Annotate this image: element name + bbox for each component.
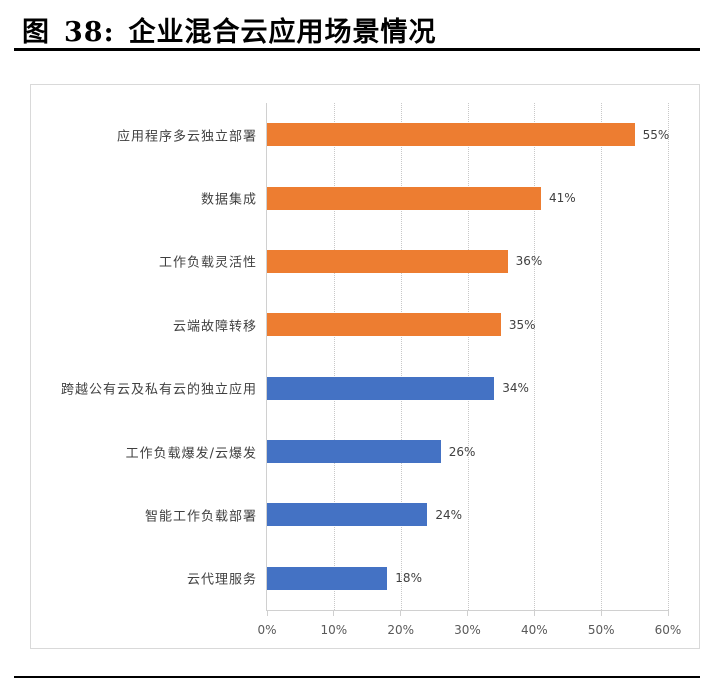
value-label: 34% bbox=[502, 381, 529, 396]
chart-frame bbox=[30, 84, 700, 649]
figure-caption: 企业混合云应用场景情况 bbox=[128, 17, 437, 48]
category-label: 工作负载爆发/云爆发 bbox=[125, 446, 257, 462]
category-label: 云代理服务 bbox=[186, 572, 257, 588]
bar bbox=[267, 313, 501, 337]
category-label: 应用程序多云独立部署 bbox=[116, 129, 257, 145]
category-label: 智能工作负载部署 bbox=[144, 509, 257, 525]
x-tick bbox=[600, 610, 602, 616]
figure-title: 图 38: 企业混合云应用场景情况 bbox=[22, 10, 437, 49]
gridline bbox=[400, 103, 402, 610]
value-label: 36% bbox=[515, 254, 543, 269]
bar bbox=[267, 123, 635, 147]
bottom-rule bbox=[14, 676, 700, 678]
x-axis-line bbox=[266, 610, 669, 611]
category-label: 云端故障转移 bbox=[172, 319, 257, 335]
bar bbox=[267, 249, 508, 273]
figure-label: 图 bbox=[22, 17, 50, 48]
x-tick-label: 60% bbox=[654, 623, 682, 637]
x-tick bbox=[266, 610, 268, 616]
category-label: 工作负载灵活性 bbox=[158, 255, 257, 271]
bar bbox=[267, 186, 542, 210]
gridline bbox=[467, 103, 469, 610]
gridline bbox=[534, 103, 536, 610]
bar bbox=[267, 376, 495, 400]
value-label: 41% bbox=[549, 191, 576, 206]
value-label: 24% bbox=[435, 507, 463, 522]
x-tick-label: 0% bbox=[257, 623, 277, 637]
x-tick bbox=[400, 610, 402, 616]
gridline bbox=[668, 103, 669, 610]
gridline bbox=[601, 103, 603, 610]
x-tick-label: 30% bbox=[454, 623, 481, 637]
value-label: 26% bbox=[448, 444, 476, 459]
bar bbox=[267, 503, 428, 527]
bar bbox=[267, 566, 388, 590]
bar bbox=[267, 440, 441, 464]
value-label: 35% bbox=[508, 317, 536, 332]
title-underline bbox=[14, 48, 700, 51]
y-axis-line bbox=[266, 103, 267, 611]
category-label: 数据集成 bbox=[200, 192, 257, 208]
value-label: 18% bbox=[395, 571, 422, 586]
x-tick-label: 20% bbox=[387, 623, 414, 637]
value-label: 55% bbox=[642, 127, 670, 142]
x-tick-label: 40% bbox=[520, 623, 548, 637]
category-label: 跨越公有云及私有云的独立应用 bbox=[60, 382, 257, 398]
figure-number: 38: bbox=[64, 17, 115, 48]
x-tick bbox=[667, 610, 669, 616]
gridline bbox=[333, 103, 335, 610]
x-tick bbox=[533, 610, 535, 616]
x-tick bbox=[333, 610, 335, 616]
x-tick bbox=[467, 610, 468, 616]
x-tick-label: 10% bbox=[320, 623, 348, 637]
x-tick-label: 50% bbox=[587, 623, 615, 637]
